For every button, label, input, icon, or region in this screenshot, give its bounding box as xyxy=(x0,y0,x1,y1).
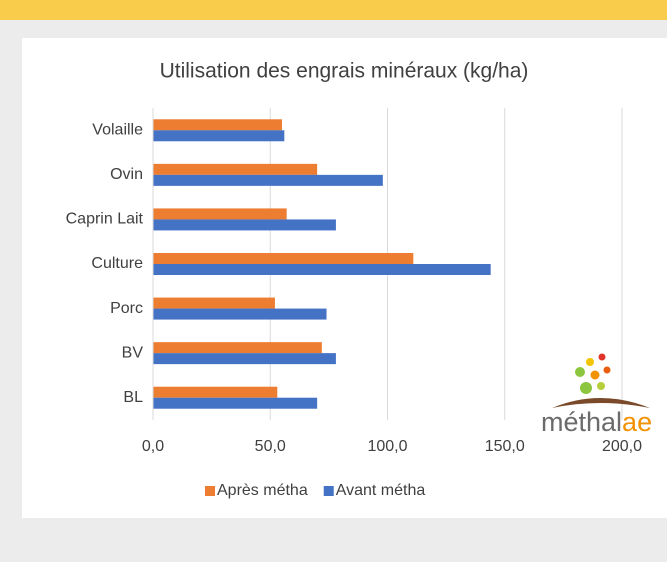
bar xyxy=(153,353,336,365)
bar xyxy=(153,119,282,131)
y-tick-label: Caprin Lait xyxy=(66,211,144,228)
logo-dot xyxy=(590,370,600,380)
x-tick-label: 200,0 xyxy=(602,438,642,455)
x-tick-label: 100,0 xyxy=(367,438,407,455)
bar xyxy=(153,174,383,186)
logo-text-main: méthal xyxy=(541,407,622,437)
x-tick-label: 50,0 xyxy=(255,438,286,455)
bar xyxy=(153,342,322,354)
legend-swatch xyxy=(323,486,334,496)
x-tick-label: 0,0 xyxy=(142,438,164,455)
bar xyxy=(153,308,327,320)
logo-ground xyxy=(552,398,650,408)
bar xyxy=(153,264,491,275)
bar xyxy=(153,130,285,142)
chart-title: Utilisation des engrais minéraux (kg/ha) xyxy=(160,60,529,83)
y-tick-label: BV xyxy=(122,344,144,361)
logo-dot xyxy=(580,382,592,394)
y-tick-label: Volaille xyxy=(92,122,143,139)
bar xyxy=(153,386,278,398)
x-tick-label: 150,0 xyxy=(485,438,525,455)
y-tick-label: Culture xyxy=(91,255,143,272)
bar xyxy=(153,297,275,309)
y-tick-label: Porc xyxy=(110,300,143,317)
legend-label: Avant métha xyxy=(336,482,426,499)
legend-label: Après métha xyxy=(217,482,308,499)
top-bar xyxy=(0,0,667,20)
logo-dot xyxy=(603,366,611,374)
bar xyxy=(153,163,318,175)
logo-dot xyxy=(586,358,594,366)
logo-dot xyxy=(597,382,605,390)
logo: méthalae xyxy=(541,353,652,437)
bar xyxy=(153,208,287,220)
logo-text-accent: ae xyxy=(622,407,652,437)
legend-swatch xyxy=(205,486,215,496)
bar xyxy=(153,253,414,264)
bar xyxy=(153,219,336,231)
y-tick-label: Ovin xyxy=(110,166,143,183)
bar xyxy=(153,397,318,409)
logo-dot xyxy=(575,367,585,377)
chart-panel xyxy=(22,38,667,518)
y-tick-label: BL xyxy=(123,389,143,406)
logo-dot xyxy=(598,353,606,361)
logo-text: méthalae xyxy=(541,407,652,437)
